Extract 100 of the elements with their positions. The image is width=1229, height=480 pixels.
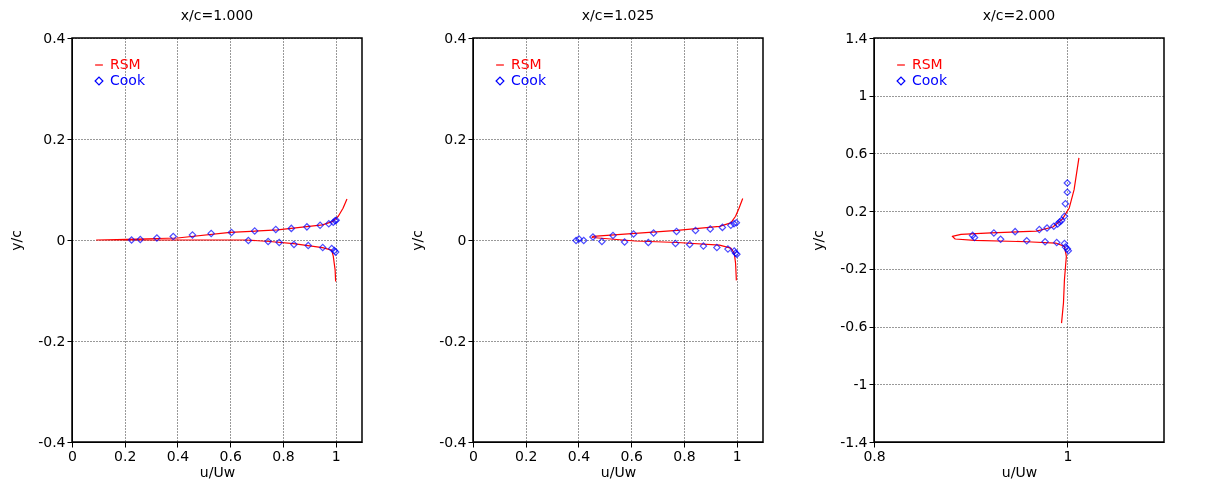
x-axis-title: u/Uw xyxy=(199,463,236,480)
y-tick-label: -1.4 xyxy=(840,433,868,450)
x-tick-label: 0 xyxy=(68,447,77,464)
y-axis-title: y/c xyxy=(409,230,426,251)
point xyxy=(188,231,197,239)
legend-label: RSM xyxy=(110,56,141,72)
y-tick-label: -0.2 xyxy=(840,260,868,277)
point xyxy=(1011,227,1019,236)
point xyxy=(685,240,694,249)
x-tick-label: 0.8 xyxy=(863,447,886,464)
x-tick-label: 0.8 xyxy=(272,447,295,464)
point xyxy=(318,243,327,252)
point xyxy=(1041,237,1049,246)
point xyxy=(1035,225,1044,234)
point xyxy=(691,226,700,235)
point xyxy=(303,223,311,231)
point xyxy=(227,228,236,237)
legend-label: RSM xyxy=(912,56,943,72)
x-tick-label: 0.6 xyxy=(620,447,643,464)
y-tick-label: 0 xyxy=(56,231,66,248)
point xyxy=(287,224,296,233)
x-tick-label: 1 xyxy=(331,447,341,464)
point xyxy=(575,235,583,243)
legend-label: Cook xyxy=(110,72,146,88)
y-tick-label: 0.2 xyxy=(444,130,467,147)
point xyxy=(1052,238,1061,247)
line-series xyxy=(95,198,348,283)
point xyxy=(304,241,312,250)
x-tick-label: 0.2 xyxy=(114,447,137,464)
line-series xyxy=(951,157,1080,324)
point xyxy=(127,236,136,244)
point xyxy=(990,229,998,237)
legend-label: Cook xyxy=(912,72,948,88)
x-tick-label: 1 xyxy=(732,447,742,464)
point xyxy=(264,237,272,246)
point xyxy=(272,225,280,234)
y-tick-label: -0.4 xyxy=(38,433,66,450)
y-tick-label: 1.4 xyxy=(845,29,868,46)
point xyxy=(620,238,629,246)
point xyxy=(1060,212,1069,221)
point xyxy=(136,235,145,244)
point xyxy=(169,232,177,241)
point xyxy=(649,229,658,237)
point xyxy=(316,221,324,230)
x-axis-title: u/Uw xyxy=(1001,463,1038,480)
point xyxy=(207,229,215,238)
point xyxy=(250,227,259,235)
point xyxy=(579,236,588,245)
y-tick-label: -1 xyxy=(853,375,868,392)
point xyxy=(572,236,580,245)
y-tick-label: -0.2 xyxy=(439,332,467,349)
point xyxy=(718,223,727,232)
y-tick-label: -0.6 xyxy=(840,318,868,335)
x-tick-label: 0.4 xyxy=(166,447,190,464)
point xyxy=(1022,236,1031,245)
point xyxy=(244,236,253,245)
y-tick-label: 0.2 xyxy=(43,130,66,147)
chart-title: x/c=1.000 xyxy=(180,7,254,23)
y-tick-label: 0.2 xyxy=(845,202,868,219)
point xyxy=(644,238,653,247)
chart-title: x/c=2.000 xyxy=(982,7,1056,23)
line-series xyxy=(591,197,744,281)
point xyxy=(672,227,681,236)
y-tick-label: 1 xyxy=(858,87,868,104)
y-axis-title: y/c xyxy=(810,230,827,251)
point xyxy=(275,238,283,247)
point xyxy=(706,225,715,233)
point xyxy=(1061,199,1070,208)
point xyxy=(1043,224,1051,232)
x-tick-label: 0.6 xyxy=(219,447,242,464)
point xyxy=(996,235,1005,244)
x-tick-label: 1 xyxy=(1063,447,1073,464)
point xyxy=(629,230,638,238)
point xyxy=(1063,179,1072,187)
legend-label: RSM xyxy=(511,56,542,72)
x-axis-title: u/Uw xyxy=(600,463,637,480)
point xyxy=(598,237,606,246)
y-tick-label: 0 xyxy=(457,231,467,248)
x-tick-label: 0.8 xyxy=(673,447,696,464)
x-tick-label: 0.2 xyxy=(515,447,538,464)
y-axis-title: y/c xyxy=(8,230,25,251)
y-tick-label: -0.2 xyxy=(38,332,66,349)
chart-title: x/c=1.025 xyxy=(581,7,655,23)
point xyxy=(1063,188,1072,196)
point xyxy=(153,234,161,242)
point xyxy=(290,240,298,249)
point xyxy=(609,231,617,240)
y-tick-label: 0.4 xyxy=(43,29,66,46)
point xyxy=(589,233,597,241)
y-tick-label: 0.6 xyxy=(845,144,868,161)
point xyxy=(671,239,680,248)
legend-label: Cook xyxy=(511,72,547,88)
x-tick-label: 0 xyxy=(469,447,478,464)
point xyxy=(325,220,333,228)
point xyxy=(724,245,732,253)
point xyxy=(699,242,708,250)
y-tick-label: 0.4 xyxy=(444,29,467,46)
point xyxy=(713,243,721,252)
y-tick-label: -0.4 xyxy=(439,433,467,450)
x-tick-label: 0.4 xyxy=(567,447,591,464)
